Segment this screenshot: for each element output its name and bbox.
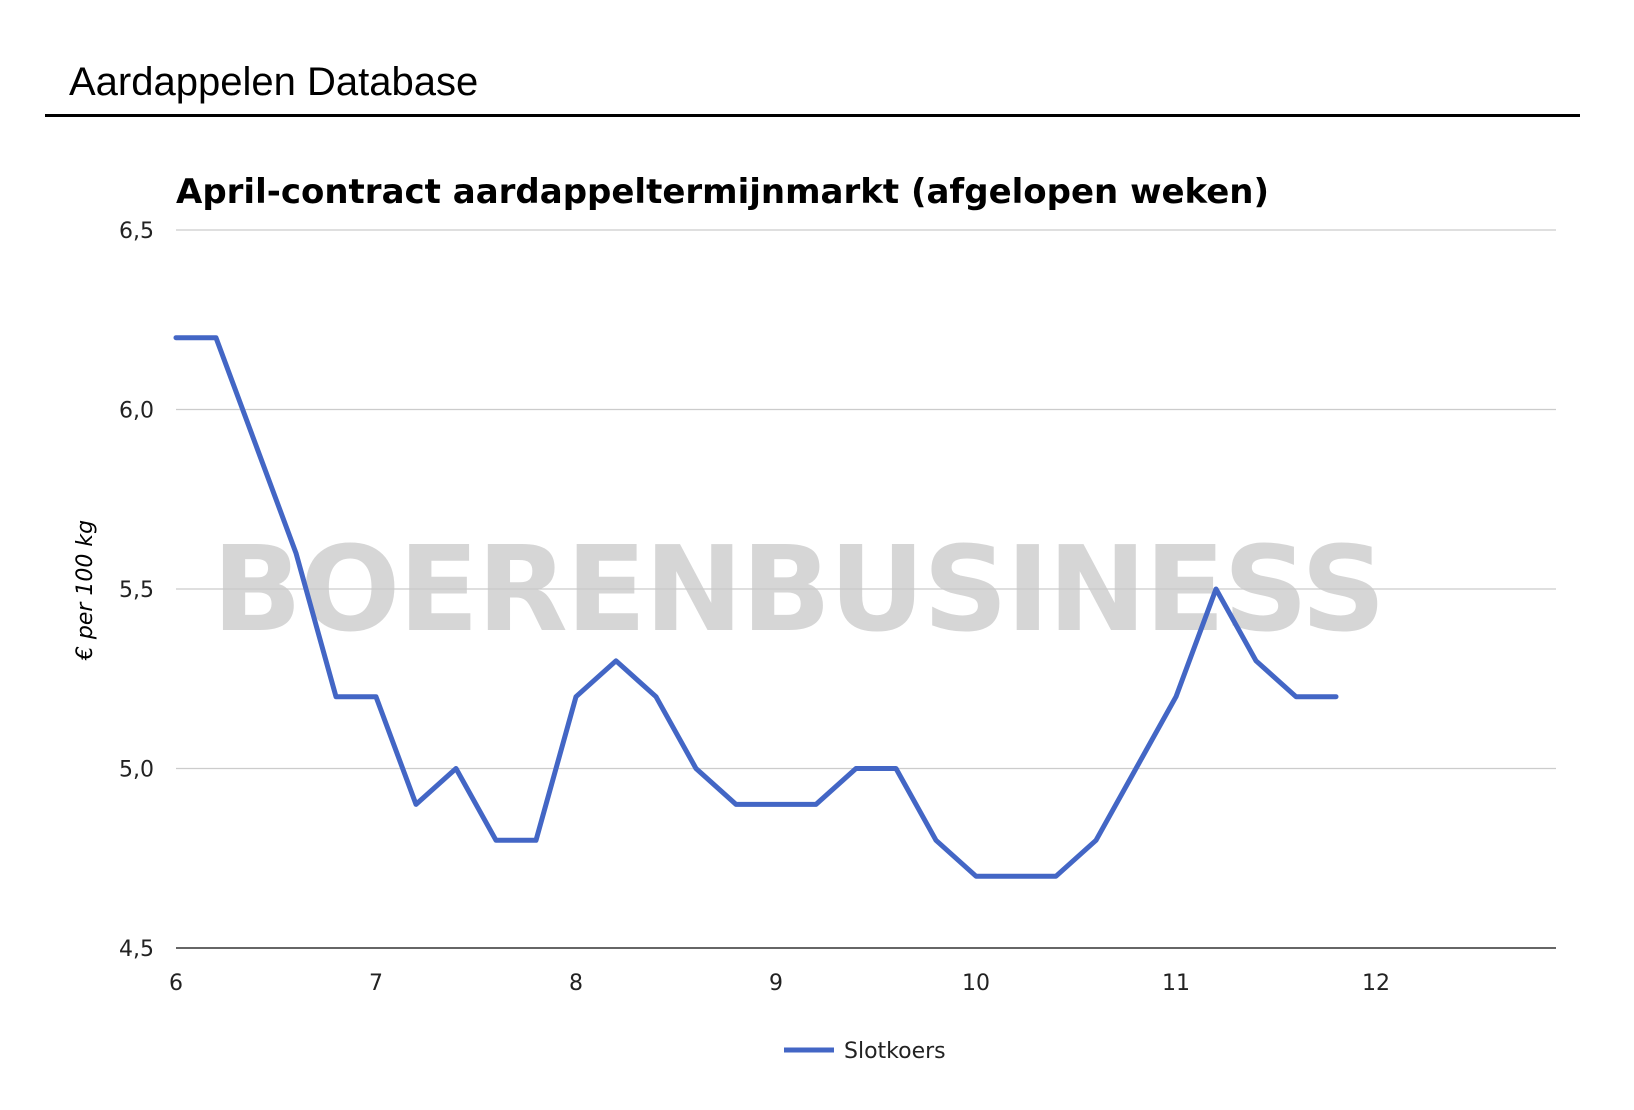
data-point[interactable]	[1130, 763, 1142, 775]
y-axis-label: € per 100 kg	[73, 520, 98, 661]
data-point[interactable]	[930, 834, 942, 846]
data-point[interactable]	[1090, 834, 1102, 846]
data-point[interactable]	[970, 870, 982, 882]
data-point[interactable]	[370, 691, 382, 703]
page-title: Aardappelen Database	[69, 60, 479, 104]
data-point[interactable]	[650, 691, 662, 703]
data-point[interactable]	[810, 798, 822, 810]
data-point[interactable]	[770, 798, 782, 810]
data-point[interactable]	[690, 763, 702, 775]
data-point[interactable]	[1330, 691, 1342, 703]
page-header: Aardappelen Database	[45, 52, 1580, 117]
data-point[interactable]	[290, 547, 302, 559]
x-tick-label: 8	[569, 971, 583, 996]
legend-label-slotkoers: Slotkoers	[844, 1039, 946, 1064]
y-tick-label: 6,5	[119, 219, 154, 244]
data-point[interactable]	[410, 798, 422, 810]
data-point[interactable]	[850, 763, 862, 775]
chart-title: April-contract aardappeltermijnmarkt (af…	[176, 172, 1269, 212]
x-tick-label: 10	[962, 971, 990, 996]
y-tick-label: 5,0	[119, 758, 154, 783]
data-point[interactable]	[730, 798, 742, 810]
data-point[interactable]	[530, 834, 542, 846]
x-tick-label: 9	[769, 971, 783, 996]
y-tick-label: 6,0	[119, 399, 154, 424]
data-point[interactable]	[250, 439, 262, 451]
x-tick-label: 11	[1162, 971, 1190, 996]
data-point[interactable]	[890, 763, 902, 775]
x-tick-label: 12	[1362, 971, 1390, 996]
data-point[interactable]	[1050, 870, 1062, 882]
data-point[interactable]	[1170, 691, 1182, 703]
watermark-logo: BOERENBUSINESS	[212, 520, 1384, 658]
data-point[interactable]	[1290, 691, 1302, 703]
y-tick-label: 4,5	[119, 937, 154, 962]
series-line-0	[173, 335, 1339, 879]
x-tick-label: 7	[369, 971, 383, 996]
y-axis-ticks: 4,5 5,0 5,5 6,0 6,5	[119, 219, 154, 962]
legend[interactable]: Slotkoers	[784, 1039, 946, 1064]
grid-lines	[176, 229, 1556, 949]
x-axis-ticks: 6 7 8 9 10 11 12	[169, 971, 1390, 996]
data-point[interactable]	[610, 655, 622, 667]
data-point[interactable]	[450, 763, 462, 775]
y-tick-label: 5,5	[119, 578, 154, 603]
series-layer	[170, 332, 1342, 882]
data-point[interactable]	[490, 834, 502, 846]
data-point[interactable]	[330, 691, 342, 703]
data-point[interactable]	[210, 332, 222, 344]
data-point[interactable]	[570, 691, 582, 703]
data-point[interactable]	[1010, 870, 1022, 882]
data-point[interactable]	[1250, 655, 1262, 667]
data-point[interactable]	[170, 332, 182, 344]
x-tick-label: 6	[169, 971, 183, 996]
data-point[interactable]	[1210, 583, 1222, 595]
